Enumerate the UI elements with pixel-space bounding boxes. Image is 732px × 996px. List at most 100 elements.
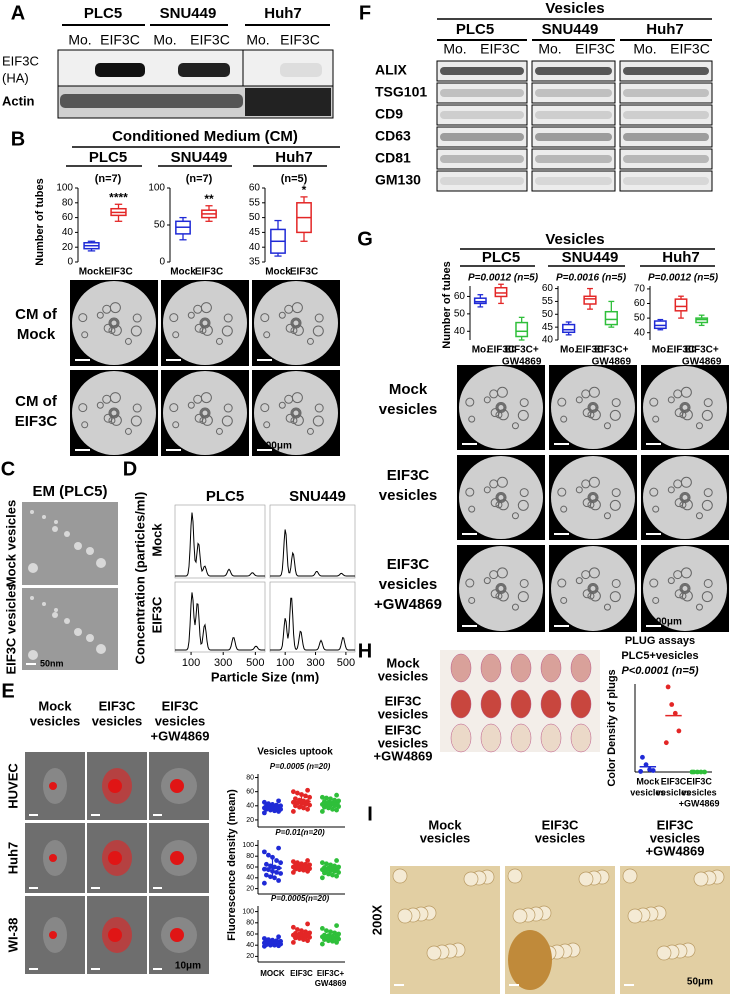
uptake — [108, 928, 122, 942]
uptake — [49, 782, 57, 790]
size-distribution — [270, 529, 355, 577]
plug — [510, 653, 532, 683]
cell-cluster — [517, 499, 529, 511]
point — [332, 930, 337, 936]
adipocyte — [656, 945, 672, 961]
cell-cluster — [483, 486, 491, 494]
cell-cluster — [701, 409, 713, 421]
lane-label: EIF3C — [100, 32, 140, 48]
chart-title: Huh7 — [662, 249, 700, 266]
cell-cluster — [673, 479, 683, 489]
cell-cluster — [611, 578, 621, 588]
row-label: (HA) — [2, 70, 29, 85]
cell-cluster — [496, 403, 506, 412]
well — [72, 281, 156, 365]
cell-cluster — [221, 325, 233, 337]
significance: **** — [109, 190, 128, 204]
cell-cluster — [96, 311, 104, 319]
group-label: SNU449 — [160, 5, 217, 22]
point — [261, 936, 267, 941]
band — [440, 67, 524, 75]
band — [623, 155, 709, 163]
vesicle — [64, 531, 70, 537]
cell-cluster — [200, 408, 210, 418]
panel-label: G — [357, 228, 373, 250]
x-tick-label: EIF3C — [290, 267, 318, 278]
band — [623, 177, 709, 185]
cell-cluster — [260, 403, 270, 413]
x-tick-label: vesicles — [682, 787, 717, 797]
x-tick-label: 500 — [246, 657, 264, 669]
lane-label: EIF3C — [280, 32, 320, 48]
y-tick-label: 60 — [246, 864, 254, 871]
point — [301, 805, 306, 811]
x-tick-label: GW4869 — [592, 357, 632, 368]
cell-cluster — [681, 409, 693, 421]
point — [266, 852, 271, 858]
well — [551, 546, 635, 631]
cell-cluster — [124, 337, 132, 345]
size-distribution — [175, 512, 265, 577]
group-label: PLC5 — [84, 5, 122, 22]
point — [322, 799, 327, 804]
group-label: SNU449 — [542, 21, 599, 38]
point — [334, 792, 339, 798]
point — [297, 804, 302, 810]
cell-cluster — [681, 499, 693, 511]
row-label: Huh7 — [5, 842, 20, 875]
cell-cluster — [468, 415, 476, 423]
cell-cluster — [110, 414, 122, 426]
cell-cluster — [609, 591, 621, 603]
chart-title: SNU449 — [562, 249, 619, 266]
column-label: Mock — [428, 817, 462, 832]
y-tick-label: 40 — [542, 335, 554, 346]
y-tick-label: 100 — [56, 183, 73, 194]
cell-cluster — [193, 394, 203, 404]
cell-cluster — [611, 398, 621, 408]
point — [319, 875, 325, 881]
cell-cluster — [519, 398, 529, 408]
cell-cluster — [703, 398, 713, 408]
cell-cluster — [589, 409, 601, 421]
uptake — [108, 851, 122, 865]
band — [440, 133, 524, 141]
cell-cluster — [263, 331, 271, 339]
cell-cluster — [291, 408, 301, 418]
cell-cluster — [81, 331, 89, 339]
chart-title: SNU449 — [171, 149, 228, 166]
cell-cluster — [312, 325, 324, 337]
row-label: EIF3C — [387, 467, 430, 484]
cell-cluster — [649, 487, 659, 497]
panel-title: Vesicles — [545, 231, 604, 248]
x-tick-label: Mock — [170, 267, 196, 278]
column-label: Mock — [38, 698, 72, 713]
point — [334, 858, 339, 863]
point — [307, 802, 313, 808]
cell-cluster — [468, 596, 476, 604]
cell-cluster — [511, 512, 519, 520]
cell-cluster — [483, 577, 491, 585]
column-label: vesicles — [535, 830, 586, 845]
point — [276, 934, 281, 940]
point — [290, 809, 296, 814]
cell-cluster — [652, 505, 660, 513]
size-distribution — [175, 592, 265, 651]
band — [178, 63, 230, 77]
point — [264, 872, 269, 878]
significance: * — [302, 183, 307, 197]
point — [261, 880, 267, 886]
point — [305, 806, 310, 812]
y-tick-label: 70 — [634, 284, 646, 295]
p-value: P=0.0005 (n=20) — [270, 762, 331, 771]
box — [473, 297, 487, 305]
band — [440, 177, 524, 185]
x-tick-label: EIF3C — [195, 267, 223, 278]
point — [261, 810, 267, 816]
cell-cluster — [223, 313, 233, 323]
cell-cluster — [109, 318, 119, 328]
cell-cluster — [517, 409, 529, 421]
cell-cluster — [609, 409, 621, 421]
point — [328, 796, 333, 802]
cell-cluster — [292, 324, 304, 336]
point — [669, 702, 675, 707]
